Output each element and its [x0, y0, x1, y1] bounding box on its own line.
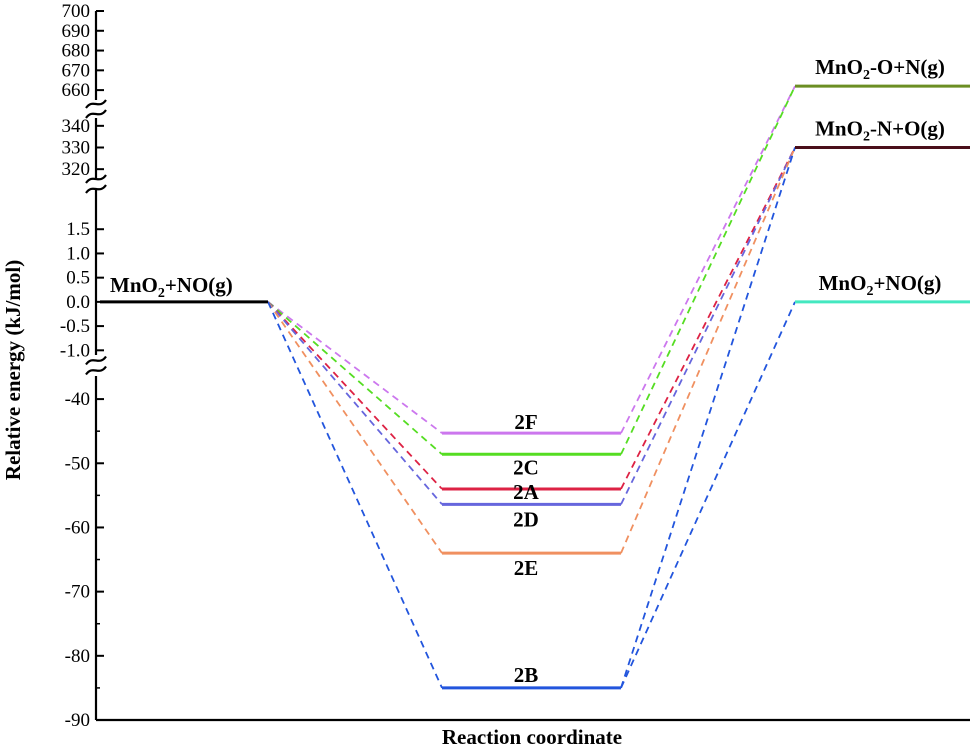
- y-tick-label: -70: [65, 582, 90, 603]
- y-tick-label: 700: [62, 1, 91, 22]
- y-tick-label: -40: [65, 389, 90, 410]
- axis-break-mark: [85, 99, 107, 109]
- y-tick-label: 320: [62, 159, 91, 180]
- final-state-label-o_n: MnO2-O+N(g): [815, 55, 945, 83]
- connector-2F-o_n: [620, 85, 796, 434]
- axis-break-mark: [85, 174, 107, 184]
- y-tick-label: -1.0: [60, 340, 90, 361]
- labels: MnO2+NO(g) MnO2-O+N(g) MnO2-N+O(g) MnO2+NO(…: [110, 55, 945, 687]
- connector-initial-2A: [267, 301, 443, 490]
- final-state-label-n_o: MnO2-N+O(g): [815, 117, 945, 145]
- y-tick-label: -90: [65, 710, 90, 731]
- axis-break-mark: [85, 109, 107, 119]
- y-tick-label: 330: [62, 138, 91, 159]
- label-2F: 2F: [514, 410, 537, 434]
- y-tick-label: 670: [62, 60, 91, 81]
- connector-initial-2E: [267, 301, 443, 554]
- y-tick-label: 660: [62, 80, 91, 101]
- y-tick-label: 680: [62, 41, 91, 62]
- x-axis-title: Reaction coordinate: [442, 725, 622, 749]
- label-2B: 2B: [514, 663, 539, 687]
- initial-state-label: MnO2+NO(g): [110, 273, 233, 301]
- connector-2B-n_o: [620, 147, 796, 689]
- connector-initial-2D: [267, 301, 443, 505]
- y-tick-label: -80: [65, 646, 90, 667]
- y-tick-label: 340: [62, 116, 91, 137]
- y-tick-label: 1.5: [66, 219, 90, 240]
- label-2D: 2D: [513, 507, 539, 531]
- connector-2E-n_o: [620, 147, 796, 554]
- energy-levels: [100, 84, 970, 690]
- y-tick-label: -50: [65, 453, 90, 474]
- axis-break-mark: [85, 184, 107, 194]
- connector-2C-o_n: [620, 85, 796, 455]
- label-2A: 2A: [513, 480, 540, 504]
- final-state-label-no: MnO2+NO(g): [819, 271, 942, 299]
- y-tick-label: -60: [65, 517, 90, 538]
- connector-2B-no: [620, 301, 796, 689]
- label-2C: 2C: [513, 455, 539, 479]
- label-2E: 2E: [514, 556, 539, 580]
- connector-lines: [267, 85, 796, 689]
- y-tick-label: 0.0: [66, 292, 90, 313]
- connector-initial-2B: [267, 301, 443, 689]
- y-axis-title: Relative energy (kJ/mol): [1, 260, 25, 480]
- y-tick-label: 690: [62, 21, 91, 42]
- y-tick-label: -0.5: [60, 316, 90, 337]
- connector-2A-n_o: [620, 147, 796, 490]
- connector-initial-2F: [267, 301, 443, 434]
- axis-break-mark: [85, 355, 107, 366]
- axis-break-mark: [85, 365, 107, 376]
- y-tick-label: 1.0: [66, 243, 90, 264]
- connector-2D-n_o: [620, 147, 796, 505]
- y-tick-label: 0.5: [66, 268, 90, 289]
- connector-initial-2C: [267, 301, 443, 455]
